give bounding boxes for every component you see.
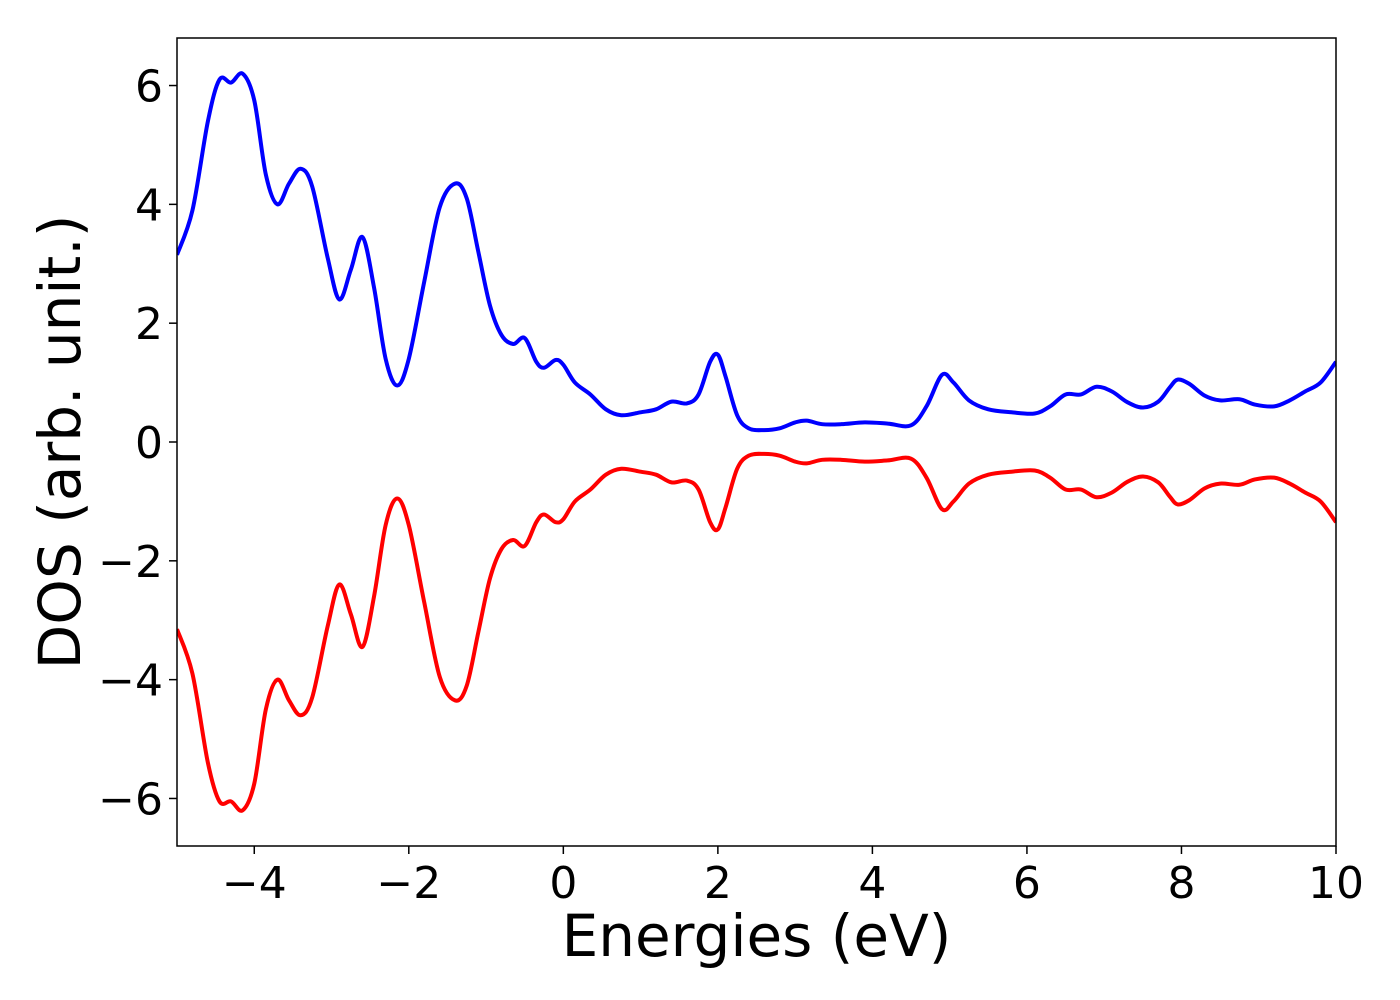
- x-axis: −4 −2 0 2 4 6 8 10: [222, 846, 1364, 909]
- series-layer: [177, 71, 1336, 813]
- x-tick-label: 4: [858, 858, 886, 909]
- y-tick-label: −2: [98, 537, 163, 588]
- y-axis-label: DOS (arb. unit.): [26, 215, 94, 670]
- y-tick-label: −4: [98, 656, 163, 707]
- x-tick-label: −4: [222, 858, 287, 909]
- x-tick-label: 6: [1013, 858, 1041, 909]
- series-line-1: [177, 451, 1336, 813]
- x-tick-label: 0: [549, 858, 577, 909]
- x-tick-label: 8: [1167, 858, 1195, 909]
- y-tick-label: 4: [135, 180, 163, 231]
- x-axis-label: Energies (eV): [562, 902, 952, 970]
- x-tick-label: 2: [704, 858, 732, 909]
- plot-frame: [176, 37, 1337, 847]
- y-tick-label: −6: [98, 774, 163, 825]
- x-tick-label: 10: [1308, 858, 1364, 909]
- x-tick-label: −2: [376, 858, 441, 909]
- series-line-0: [177, 71, 1336, 433]
- y-tick-label: 2: [135, 299, 163, 350]
- y-tick-label: 6: [135, 62, 163, 113]
- y-axis: −6 −4 −2 0 2 4 6: [98, 62, 177, 825]
- y-tick-label: 0: [135, 418, 163, 469]
